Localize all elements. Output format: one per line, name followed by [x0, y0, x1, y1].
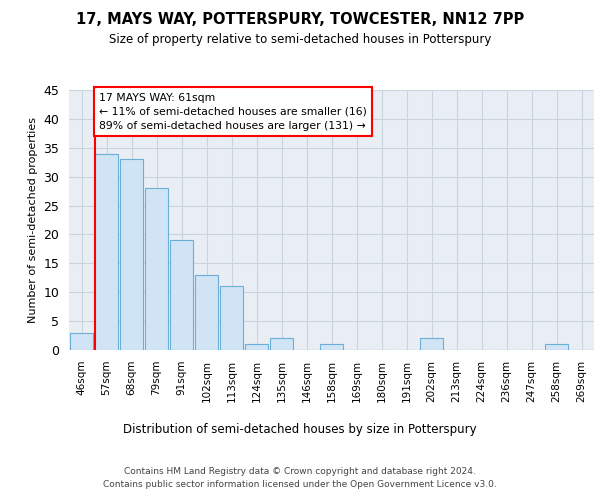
Bar: [545, 344, 568, 350]
Bar: [120, 160, 143, 350]
Text: 17, MAYS WAY, POTTERSPURY, TOWCESTER, NN12 7PP: 17, MAYS WAY, POTTERSPURY, TOWCESTER, NN…: [76, 12, 524, 28]
Bar: [270, 338, 293, 350]
Bar: [70, 332, 93, 350]
Text: Size of property relative to semi-detached houses in Potterspury: Size of property relative to semi-detach…: [109, 32, 491, 46]
Text: Contains HM Land Registry data © Crown copyright and database right 2024.: Contains HM Land Registry data © Crown c…: [124, 468, 476, 476]
Bar: [195, 275, 218, 350]
Bar: [170, 240, 193, 350]
Bar: [95, 154, 118, 350]
Text: 17 MAYS WAY: 61sqm
← 11% of semi-detached houses are smaller (16)
89% of semi-de: 17 MAYS WAY: 61sqm ← 11% of semi-detache…: [99, 93, 367, 131]
Text: Contains public sector information licensed under the Open Government Licence v3: Contains public sector information licen…: [103, 480, 497, 489]
Y-axis label: Number of semi-detached properties: Number of semi-detached properties: [28, 117, 38, 323]
Bar: [145, 188, 168, 350]
Text: Distribution of semi-detached houses by size in Potterspury: Distribution of semi-detached houses by …: [123, 422, 477, 436]
Bar: [420, 338, 443, 350]
Bar: [220, 286, 243, 350]
Bar: [245, 344, 268, 350]
Bar: [320, 344, 343, 350]
